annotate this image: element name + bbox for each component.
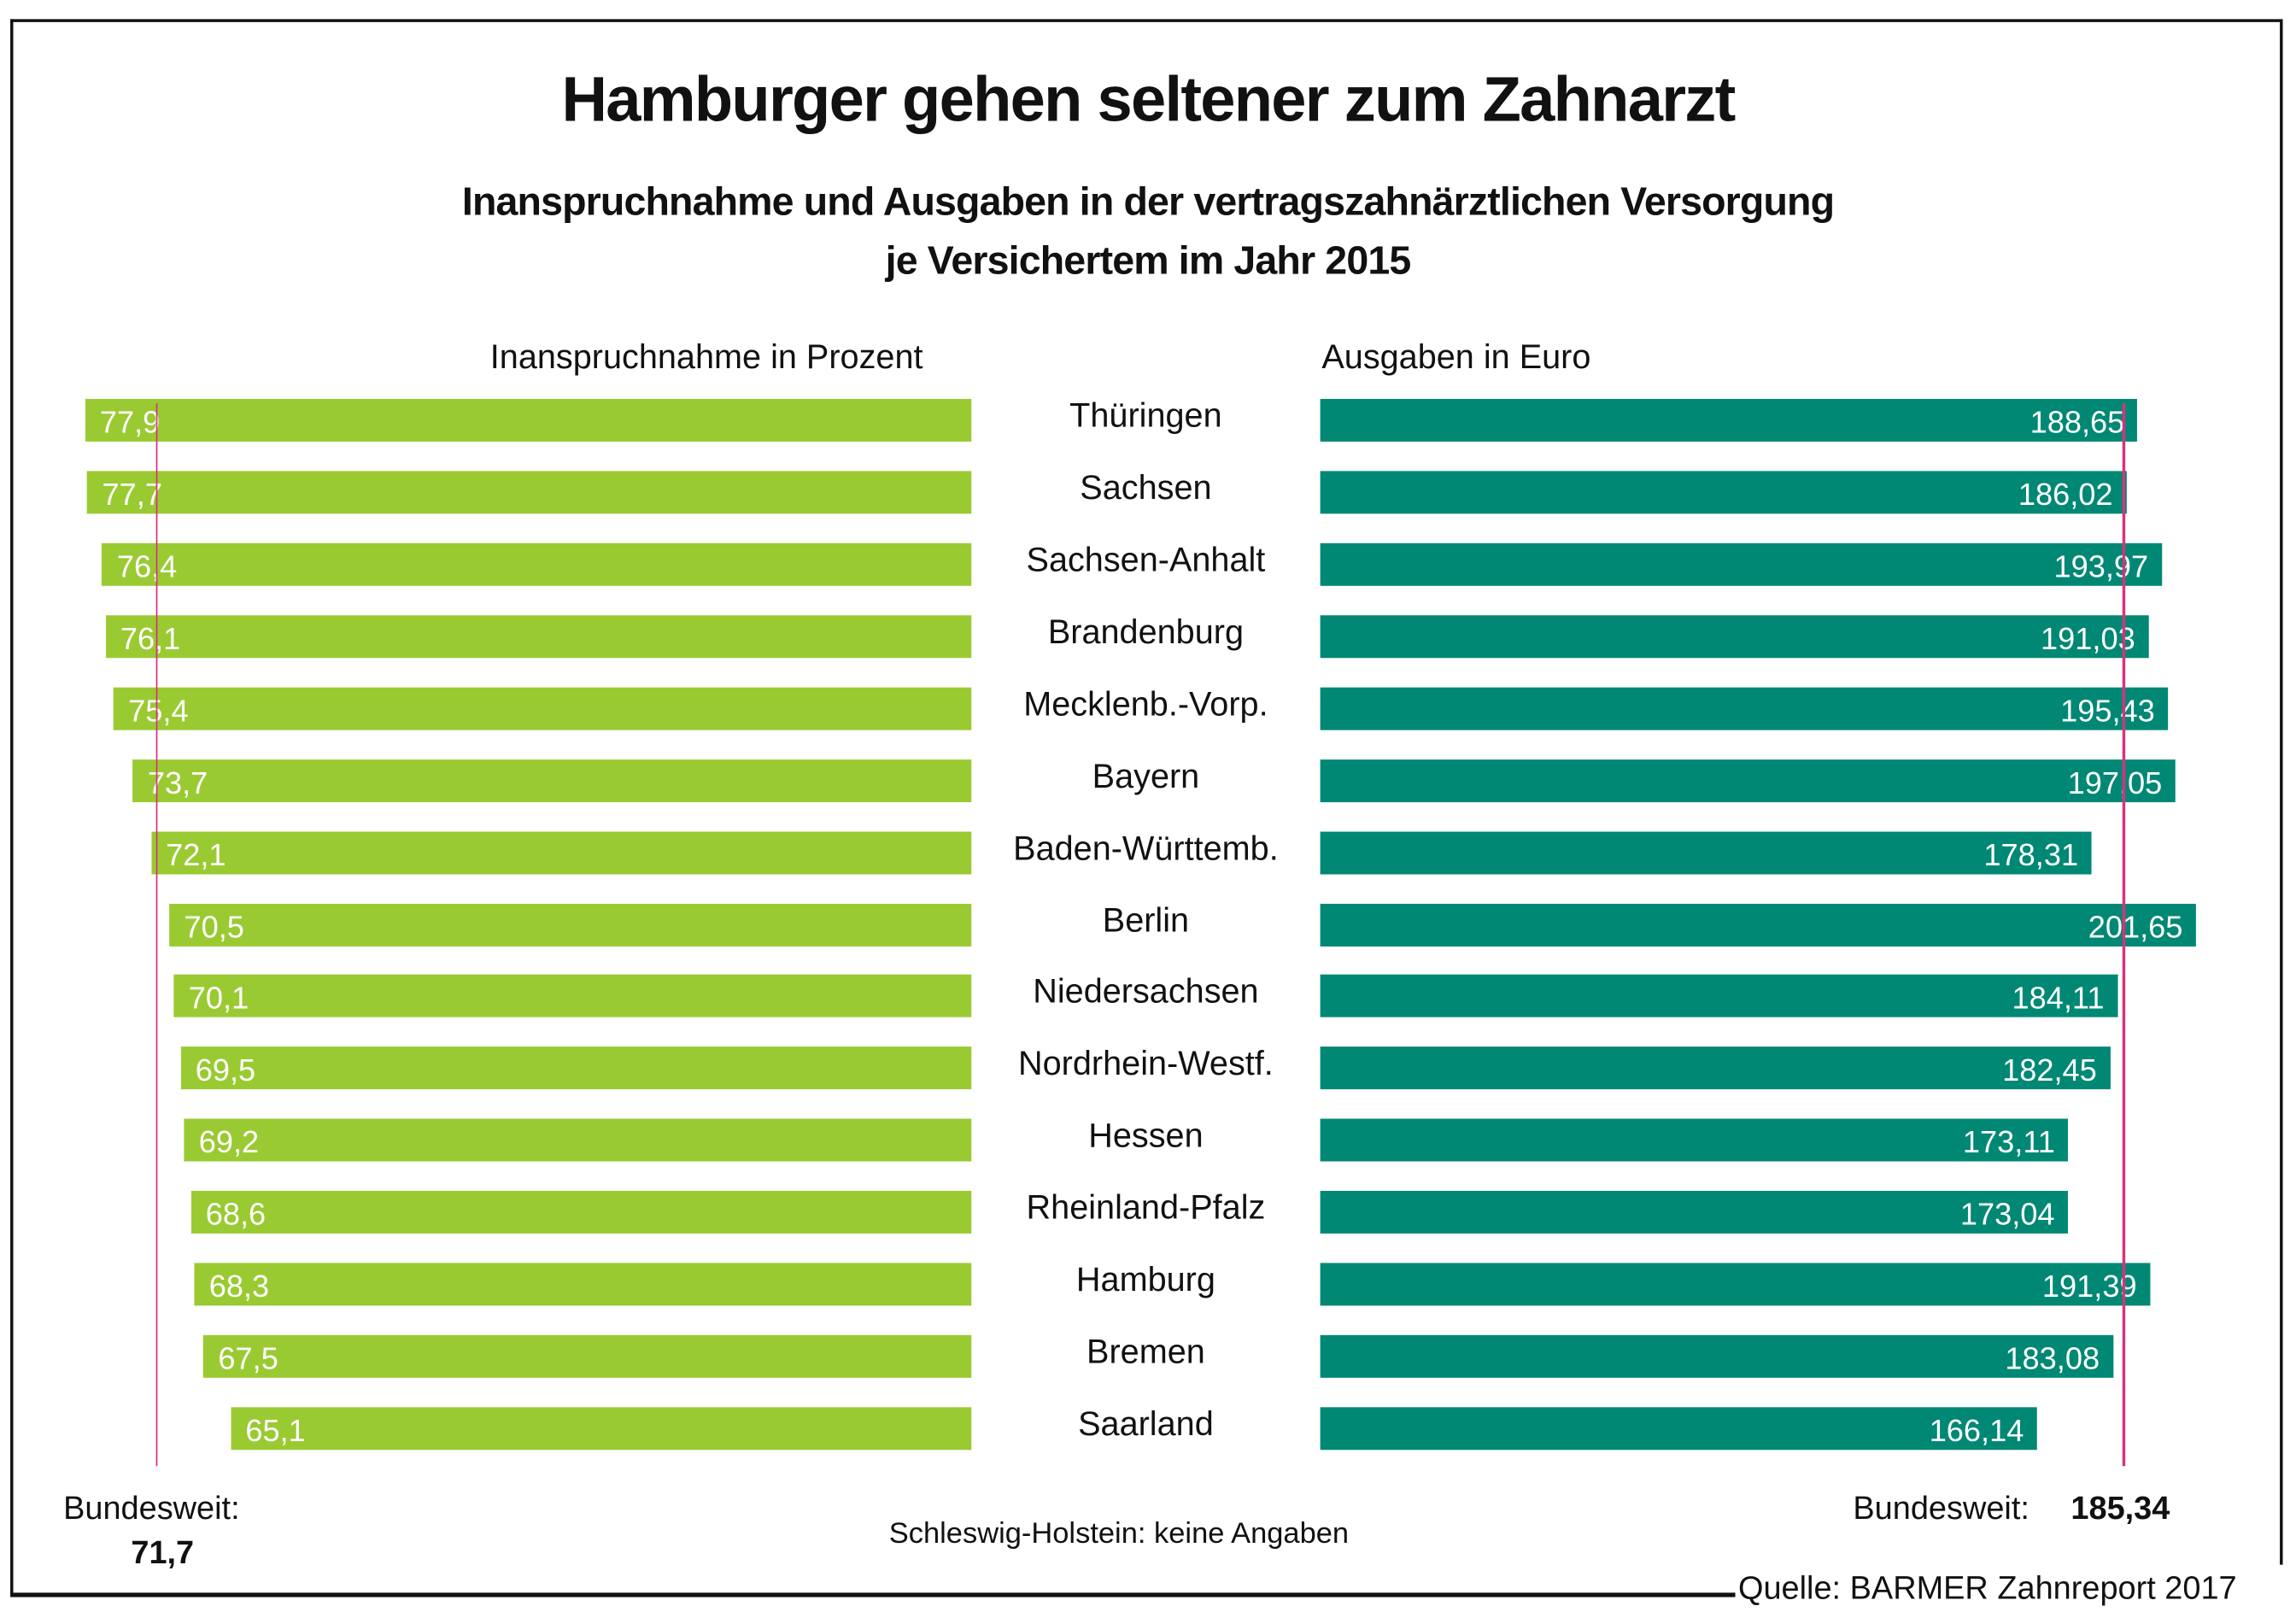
category-label: Hessen xyxy=(1088,1116,1204,1155)
chart-note: Schleswig-Holstein: keine Angaben xyxy=(888,1517,1350,1550)
frame-border xyxy=(10,19,13,1595)
data-label-left: 68,6 xyxy=(205,1198,266,1233)
chart-subtitle: je Versichertem im Jahr 2015 xyxy=(885,238,1412,283)
reference-line-right xyxy=(2123,403,2126,1467)
category-label: Sachsen xyxy=(1080,467,1212,507)
data-label-right: 195,43 xyxy=(2060,694,2155,729)
data-label-left: 77,7 xyxy=(102,478,162,513)
bar-left xyxy=(231,1407,972,1451)
bar-right xyxy=(1320,687,2169,730)
frame-border xyxy=(2280,19,2282,1565)
data-label-left: 76,1 xyxy=(120,622,181,657)
data-label-left: 75,4 xyxy=(128,694,189,729)
data-label-right: 182,45 xyxy=(2002,1054,2097,1088)
right-reference-value: 185,34 xyxy=(2070,1489,2170,1527)
bar-left xyxy=(173,975,972,1018)
bar-right xyxy=(1320,830,2092,874)
data-label-right: 173,04 xyxy=(1959,1198,2055,1233)
bar-right xyxy=(1320,1407,2037,1451)
bar-right xyxy=(1320,471,2127,514)
left-reference-label: Bundesweit: xyxy=(63,1489,240,1527)
right-reference-label: Bundesweit: xyxy=(1853,1489,2030,1527)
bar-right xyxy=(1320,1119,2069,1163)
left-series-title: Inanspruchnahme in Prozent xyxy=(489,337,923,376)
bar-left xyxy=(194,1263,972,1306)
category-label: Berlin xyxy=(1102,900,1190,939)
data-label-right: 197,05 xyxy=(2067,766,2163,800)
category-label: Baden-Württemb. xyxy=(1013,828,1279,867)
data-label-right: 173,11 xyxy=(1962,1126,2055,1161)
bar-left xyxy=(105,614,972,658)
bar-left xyxy=(203,1334,972,1378)
left-reference-value: 71,7 xyxy=(131,1533,195,1571)
bar-right xyxy=(1320,903,2196,947)
category-label: Rheinland-Pfalz xyxy=(1026,1187,1266,1227)
data-label-right: 166,14 xyxy=(1929,1414,2024,1449)
data-label-left: 70,5 xyxy=(184,910,244,945)
bar-right xyxy=(1320,614,2149,658)
data-label-left: 68,3 xyxy=(208,1270,270,1304)
data-label-left: 77,9 xyxy=(99,406,161,441)
bar-right xyxy=(1320,398,2138,442)
frame-border xyxy=(10,1592,1736,1597)
data-label-left: 67,5 xyxy=(218,1342,278,1377)
category-label: Saarland xyxy=(1078,1404,1214,1443)
data-label-left: 70,1 xyxy=(188,982,249,1017)
data-label-right: 178,31 xyxy=(1983,838,2079,873)
data-label-right: 184,11 xyxy=(2012,982,2105,1017)
data-label-right: 191,39 xyxy=(2041,1270,2137,1304)
category-label: Brandenburg xyxy=(1047,612,1245,651)
category-label: Bayern xyxy=(1092,756,1200,794)
bar-right xyxy=(1320,542,2162,586)
category-label: Mecklenb.-Vorp. xyxy=(1023,683,1268,723)
bar-right xyxy=(1320,1046,2111,1090)
bar-left xyxy=(150,830,972,874)
bar-right xyxy=(1320,975,2118,1018)
data-label-right: 183,08 xyxy=(2005,1342,2100,1377)
category-label: Bremen xyxy=(1086,1332,1205,1371)
data-label-right: 193,97 xyxy=(2053,550,2149,584)
bar-right xyxy=(1320,1334,2113,1378)
data-label-left: 72,1 xyxy=(166,838,226,873)
reference-line-left xyxy=(155,403,158,1467)
chart-subtitle: Inanspruchnahme und Ausgaben in der vert… xyxy=(461,179,1835,224)
data-label-left: 65,1 xyxy=(245,1414,306,1449)
data-label-left: 69,2 xyxy=(198,1126,260,1161)
bar-right xyxy=(1320,1191,2069,1234)
chart-title: Hamburger gehen seltener zum Zahnarzt xyxy=(561,64,1736,136)
source-note: Quelle: BARMER Zahnreport 2017 xyxy=(1737,1568,2237,1606)
bar-left xyxy=(180,1046,972,1090)
data-label-right: 186,02 xyxy=(2018,478,2113,513)
category-label: Hamburg xyxy=(1075,1260,1215,1299)
bar-left xyxy=(132,759,972,802)
data-label-right: 188,65 xyxy=(2030,406,2125,441)
bar-left xyxy=(102,542,972,586)
bar-left xyxy=(85,398,972,442)
frame-border xyxy=(10,19,2281,21)
category-label: Thüringen xyxy=(1069,396,1222,435)
category-label: Sachsen-Anhalt xyxy=(1026,540,1266,578)
category-label: Niedersachsen xyxy=(1033,971,1259,1011)
bar-left xyxy=(113,687,972,730)
category-label: Nordrhein-Westf. xyxy=(1018,1044,1274,1083)
data-label-left: 76,4 xyxy=(116,550,178,584)
bar-right xyxy=(1320,759,2176,802)
bar-right xyxy=(1320,1263,2151,1306)
right-series-title: Ausgaben in Euro xyxy=(1321,337,1591,376)
bar-left xyxy=(184,1119,972,1163)
bar-left xyxy=(87,471,972,514)
data-label-right: 201,65 xyxy=(2088,910,2183,945)
data-label-right: 191,03 xyxy=(2041,622,2135,657)
bar-left xyxy=(190,1191,972,1234)
data-label-left: 69,5 xyxy=(195,1054,256,1088)
bar-left xyxy=(169,903,972,947)
